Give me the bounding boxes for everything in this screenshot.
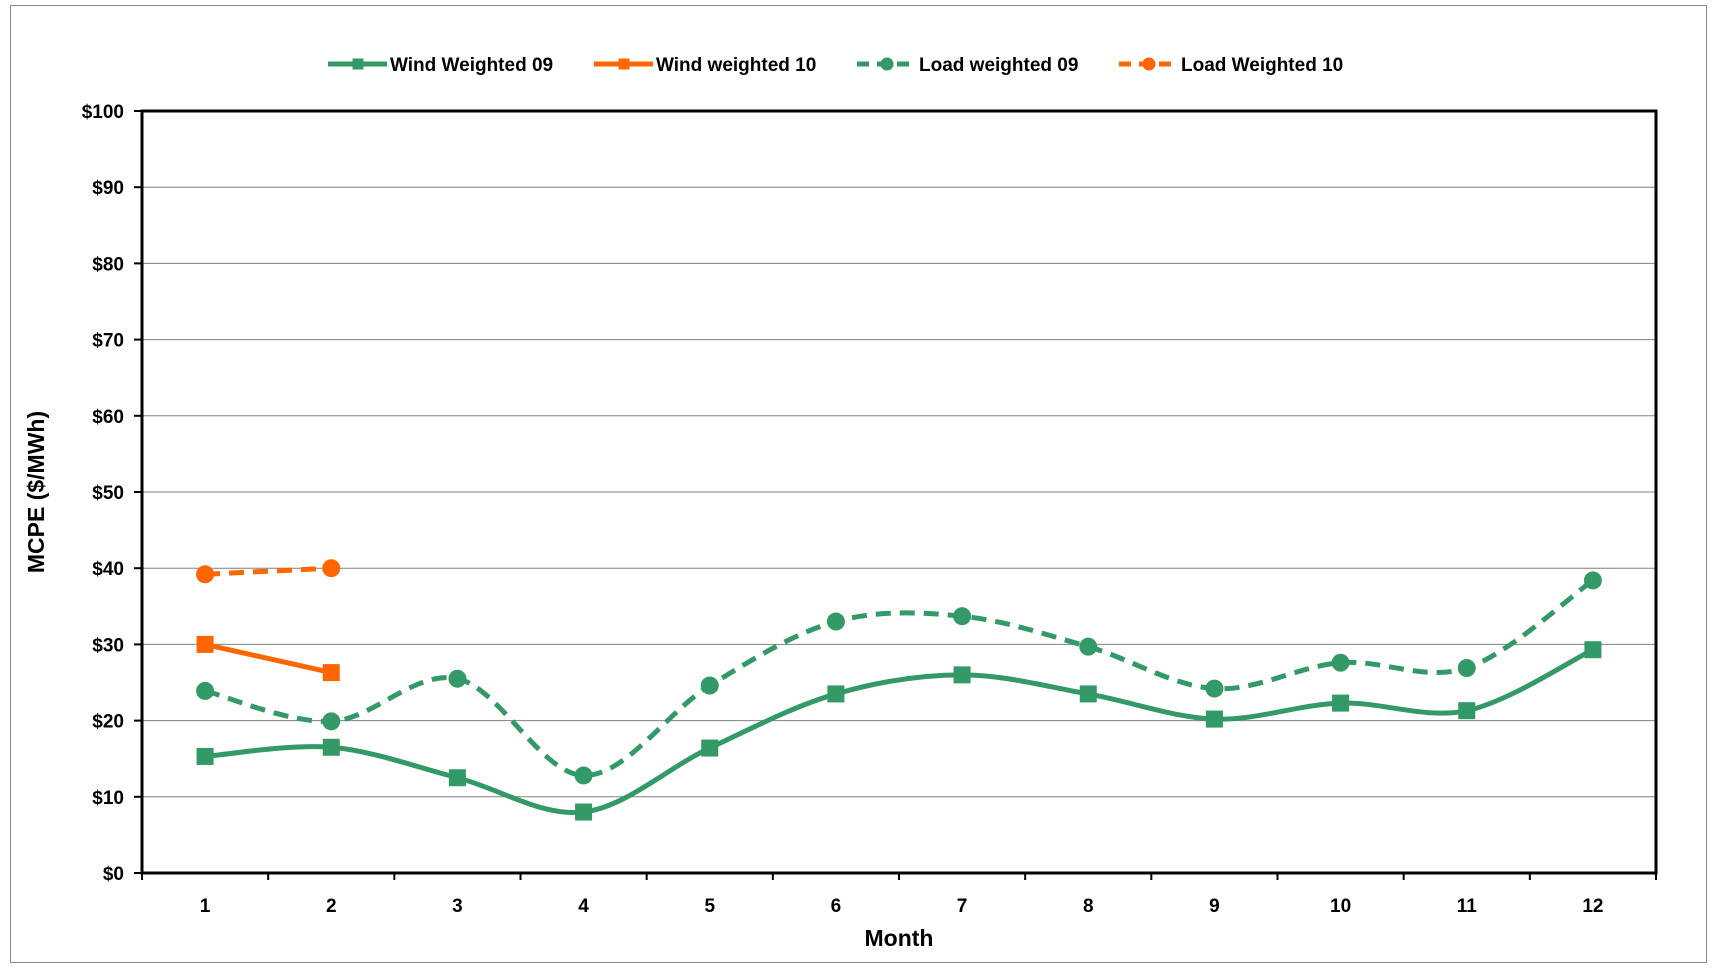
data-point: [322, 738, 340, 756]
data-point: [1079, 637, 1098, 656]
y-axis-title: MCPE ($/MWh): [23, 411, 49, 573]
y-tick-label: $50: [92, 483, 124, 504]
y-tick-label: $20: [92, 712, 124, 733]
x-tick-label: 7: [957, 896, 968, 917]
data-point: [575, 803, 593, 821]
series-4: [196, 559, 341, 584]
data-point: [826, 612, 845, 631]
series-3: [196, 571, 1602, 785]
legend-item-4: Load Weighted 10: [1119, 55, 1343, 76]
data-point: [322, 712, 341, 731]
legend-item-1: Wind Weighted 09: [328, 55, 553, 76]
y-tick-label: $0: [103, 864, 124, 885]
legend-swatch-marker: [1142, 57, 1156, 71]
series-line: [204, 647, 1595, 816]
y-tick-label: $30: [92, 635, 124, 656]
y-tick-label: $80: [92, 254, 124, 275]
y-tick-label: $90: [92, 178, 124, 199]
x-tick-label: 11: [1457, 896, 1478, 917]
legend-swatch-marker: [880, 57, 894, 71]
legend-item-3: Load weighted 09: [857, 55, 1078, 76]
x-tick-label: 2: [326, 896, 337, 917]
legend-label: Wind Weighted 09: [390, 55, 553, 76]
data-point: [574, 766, 593, 785]
x-tick-label: 1: [200, 896, 211, 917]
data-point: [1584, 641, 1602, 659]
legend-label: Load Weighted 10: [1181, 55, 1343, 76]
legend-item-2: Wind weighted 10: [594, 55, 816, 76]
x-tick-label: 4: [578, 896, 589, 917]
legend-label: Load weighted 09: [919, 55, 1078, 76]
y-tick-label: $100: [82, 102, 124, 123]
series-line: [204, 565, 332, 577]
data-point: [1583, 571, 1602, 590]
x-tick-label: 9: [1209, 896, 1220, 917]
data-point: [1331, 653, 1350, 672]
data-point: [1205, 710, 1223, 728]
data-point: [700, 676, 719, 695]
chart-frame: [10, 5, 1707, 963]
data-point: [1457, 659, 1476, 678]
x-tick-label: 8: [1083, 896, 1094, 917]
data-point: [196, 747, 214, 765]
legend-swatch-marker: [618, 58, 630, 70]
data-point: [322, 559, 341, 578]
data-point: [1458, 702, 1476, 720]
legend: Wind Weighted 09 Wind weighted 10 Load wei…: [328, 55, 1343, 76]
x-tick-label: 12: [1582, 896, 1603, 917]
y-tick-label: $40: [92, 559, 124, 580]
grid-layer: [142, 186, 1656, 798]
data-point: [1332, 694, 1350, 712]
data-point: [1079, 685, 1097, 703]
data-point: [196, 635, 214, 653]
data-point: [448, 669, 467, 688]
data-point: [953, 666, 971, 684]
data-point: [196, 681, 215, 700]
data-point: [701, 739, 719, 757]
legend-label: Wind weighted 10: [656, 55, 816, 76]
series-layer: [196, 559, 1602, 821]
series-line: [204, 578, 1595, 778]
x-axis-title: Month: [865, 925, 934, 951]
legend-swatch-marker: [352, 58, 364, 70]
data-point: [196, 565, 215, 584]
y-tick-label: $70: [92, 331, 124, 352]
y-tick-label: $10: [92, 788, 124, 809]
x-tick-label: 5: [704, 896, 715, 917]
data-point: [1205, 679, 1224, 698]
data-point: [827, 685, 845, 703]
x-tick-label: 3: [452, 896, 463, 917]
data-point: [953, 607, 972, 626]
data-point: [448, 769, 466, 787]
series-line: [204, 641, 332, 676]
series-1: [196, 641, 1602, 821]
x-tick-label: 10: [1330, 896, 1351, 917]
series-2: [196, 635, 340, 682]
y-tick-label: $60: [92, 407, 124, 428]
x-tick-label: 6: [831, 896, 842, 917]
data-point: [322, 664, 340, 682]
